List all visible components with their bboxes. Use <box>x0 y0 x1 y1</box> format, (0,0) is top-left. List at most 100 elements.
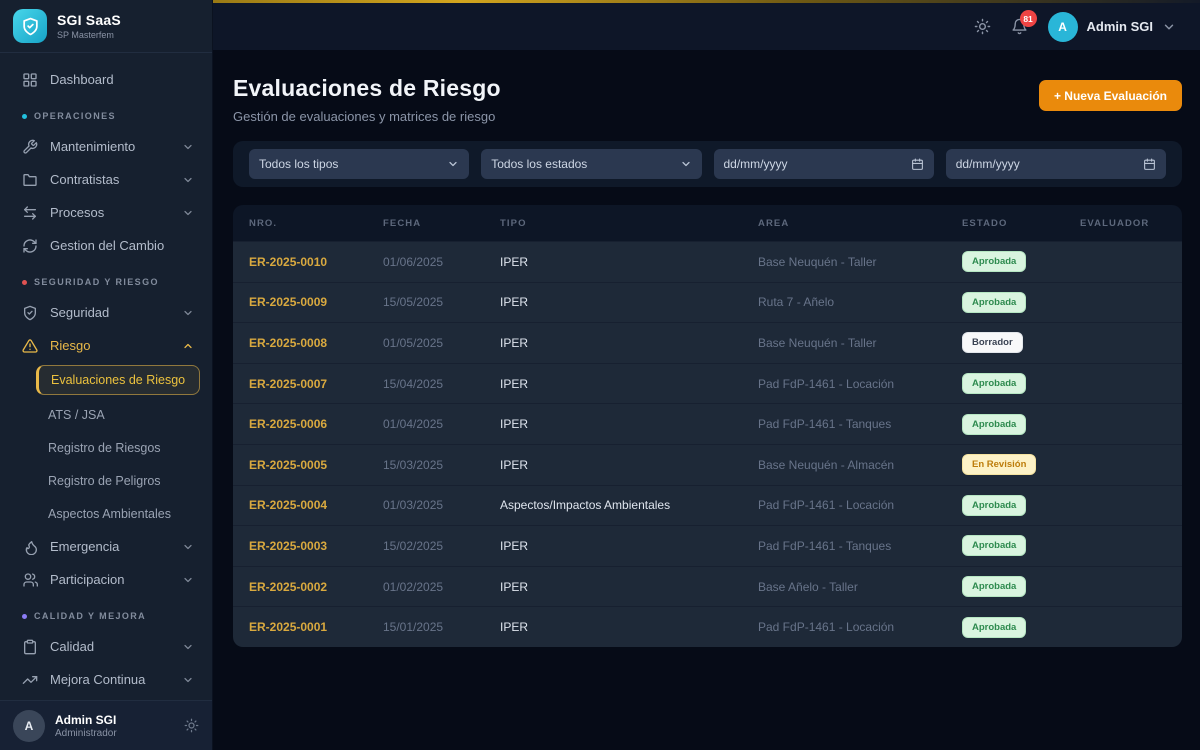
cell-nro[interactable]: ER-2025-0005 <box>249 457 328 472</box>
main-area: 81 A Admin SGI Evaluaciones de Riesgo Ge… <box>213 0 1200 750</box>
table-row[interactable]: ER-2025-0010 01/06/2025 IPER Base Neuqué… <box>233 241 1182 282</box>
section-label-text: CALIDAD Y MEJORA <box>34 611 147 621</box>
cell-fecha: 01/05/2025 <box>383 335 444 350</box>
cell-nro[interactable]: ER-2025-0009 <box>249 295 328 310</box>
cell-fecha: 15/05/2025 <box>383 295 444 310</box>
section-dot <box>22 279 27 285</box>
cell-fecha: 01/02/2025 <box>383 579 444 594</box>
cell-fecha: 01/03/2025 <box>383 498 444 513</box>
cell-fecha: 01/04/2025 <box>383 417 444 432</box>
chevron-down-icon <box>182 207 194 219</box>
section-operaciones: OPERACIONES <box>22 111 190 121</box>
brand-name: SGI SaaS <box>57 12 121 28</box>
chevron-down-icon <box>680 158 692 170</box>
accent-line <box>213 0 1200 3</box>
cell-nro[interactable]: ER-2025-0006 <box>249 417 328 432</box>
sidebar-item-label: Calidad <box>50 639 95 654</box>
table-row[interactable]: ER-2025-0007 15/04/2025 IPER Pad FdP-146… <box>233 362 1182 404</box>
status-filter-select[interactable]: Todos los estados <box>481 149 702 179</box>
shield-icon <box>22 305 38 321</box>
sidebar-item-mejora-continua[interactable]: Mejora Continua <box>12 663 200 696</box>
column-header-evaluador: EVALUADOR <box>1080 217 1150 229</box>
trending-up-icon <box>22 672 38 688</box>
cell-area: Base Añelo - Taller <box>758 579 858 594</box>
sidebar-subitem-aspectos-ambientales[interactable]: Aspectos Ambientales <box>48 506 171 521</box>
sidebar: SGI SaaS SP Masterfem Dashboard OPERACIO… <box>0 0 213 750</box>
footer-user-name: Admin SGI <box>55 712 117 727</box>
date-to-placeholder: dd/mm/yyyy <box>955 157 1020 171</box>
cell-nro[interactable]: ER-2025-0008 <box>249 335 328 350</box>
new-evaluation-button[interactable]: + Nueva Evaluación <box>1038 80 1182 111</box>
section-dot <box>22 113 27 119</box>
status-badge: Aprobada <box>962 535 1027 557</box>
sidebar-item-label: Procesos <box>50 205 105 220</box>
sidebar-item-seguridad[interactable]: Seguridad <box>12 296 200 329</box>
page-subtitle: Gestión de evaluaciones y matrices de ri… <box>233 109 496 124</box>
status-badge: En Revisión <box>962 454 1037 476</box>
cell-nro[interactable]: ER-2025-0007 <box>249 376 328 391</box>
section-dot <box>22 613 27 619</box>
sidebar-item-gestion-del-cambio[interactable]: Gestion del Cambio <box>12 229 200 262</box>
sidebar-item-dashboard[interactable]: Dashboard <box>12 63 200 96</box>
cell-nro[interactable]: ER-2025-0001 <box>249 620 328 635</box>
arrows-left-right-icon <box>22 205 38 221</box>
cell-tipo: IPER <box>500 335 529 350</box>
notifications-bell-icon[interactable]: 81 <box>1011 10 1037 35</box>
table-row[interactable]: ER-2025-0005 15/03/2025 IPER Base Neuqué… <box>233 443 1182 485</box>
cell-fecha: 15/03/2025 <box>383 457 444 472</box>
sidebar-item-participacion[interactable]: Participacion <box>12 563 200 596</box>
status-badge: Aprobada <box>962 576 1027 598</box>
cell-estado: Aprobada <box>962 373 1080 395</box>
cell-tipo: IPER <box>500 376 529 391</box>
sidebar-item-procesos[interactable]: Procesos <box>12 196 200 229</box>
sidebar-item-emergencia[interactable]: Emergencia <box>12 530 200 563</box>
sidebar-subitem-evaluaciones-de-riesgo[interactable]: Evaluaciones de Riesgo <box>36 365 200 395</box>
table-row[interactable]: ER-2025-0009 15/05/2025 IPER Ruta 7 - Añ… <box>233 281 1182 323</box>
cell-nro[interactable]: ER-2025-0002 <box>249 579 328 594</box>
table-row[interactable]: ER-2025-0002 01/02/2025 IPER Base Añelo … <box>233 565 1182 607</box>
sidebar-item-riesgo[interactable]: Riesgo <box>12 329 200 362</box>
table-row[interactable]: ER-2025-0004 01/03/2025 Aspectos/Impacto… <box>233 484 1182 526</box>
user-menu[interactable]: A Admin SGI <box>1047 11 1176 42</box>
cell-nro[interactable]: ER-2025-0010 <box>249 254 328 269</box>
section-label-text: OPERACIONES <box>34 111 116 121</box>
sidebar-item-calidad[interactable]: Calidad <box>12 630 200 663</box>
avatar: A <box>1047 11 1078 42</box>
sidebar-item-label: Gestion del Cambio <box>50 238 165 253</box>
table-row[interactable]: ER-2025-0008 01/05/2025 IPER Base Neuqué… <box>233 322 1182 363</box>
avatar: A <box>13 709 45 742</box>
date-to-input[interactable]: dd/mm/yyyy <box>945 149 1166 179</box>
column-header-fecha: FECHA <box>383 217 422 229</box>
cell-area: Ruta 7 - Añelo <box>758 295 835 310</box>
type-filter-select[interactable]: Todos los tipos <box>249 149 470 179</box>
chevron-up-icon <box>182 340 194 352</box>
section-calidad-y-mejora: CALIDAD Y MEJORA <box>22 611 190 621</box>
table-header-row: NRO. FECHA TIPO AREA ESTADO EVALUADOR <box>233 205 1182 241</box>
sidebar-item-label: Riesgo <box>50 338 91 353</box>
table-row[interactable]: ER-2025-0003 15/02/2025 IPER Pad FdP-146… <box>233 525 1182 566</box>
sidebar-subitem-registro-de-riesgos[interactable]: Registro de Riesgos <box>48 440 161 455</box>
table-row[interactable]: ER-2025-0001 15/01/2025 IPER Pad FdP-146… <box>233 606 1182 647</box>
sidebar-item-label: Seguridad <box>50 305 110 320</box>
sidebar-subitem-ats-jsa[interactable]: ATS / JSA <box>48 407 105 422</box>
cell-fecha: 01/06/2025 <box>383 254 444 269</box>
cell-nro[interactable]: ER-2025-0004 <box>249 498 328 513</box>
date-from-input[interactable]: dd/mm/yyyy <box>713 149 934 179</box>
status-badge: Aprobada <box>962 616 1027 638</box>
calendar-icon <box>911 158 924 171</box>
grid-icon <box>22 72 38 88</box>
cell-area: Pad FdP-1461 - Locación <box>758 620 895 635</box>
sidebar-subitem-registro-de-peligros[interactable]: Registro de Peligros <box>48 473 161 488</box>
sun-icon[interactable] <box>184 718 199 733</box>
table-row[interactable]: ER-2025-0006 01/04/2025 IPER Pad FdP-146… <box>233 403 1182 444</box>
cell-tipo: IPER <box>500 579 529 594</box>
sidebar-item-contratistas[interactable]: Contratistas <box>12 163 200 196</box>
sidebar-item-mantenimiento[interactable]: Mantenimiento <box>12 130 200 163</box>
cell-nro[interactable]: ER-2025-0003 <box>249 538 328 553</box>
status-badge: Aprobada <box>962 251 1027 273</box>
theme-toggle-sun-icon[interactable] <box>974 18 991 35</box>
brand-text: SGI SaaS SP Masterfem <box>57 12 121 40</box>
folder-icon <box>22 172 38 188</box>
chevron-down-icon <box>1162 20 1176 34</box>
status-badge: Aprobada <box>962 291 1027 313</box>
